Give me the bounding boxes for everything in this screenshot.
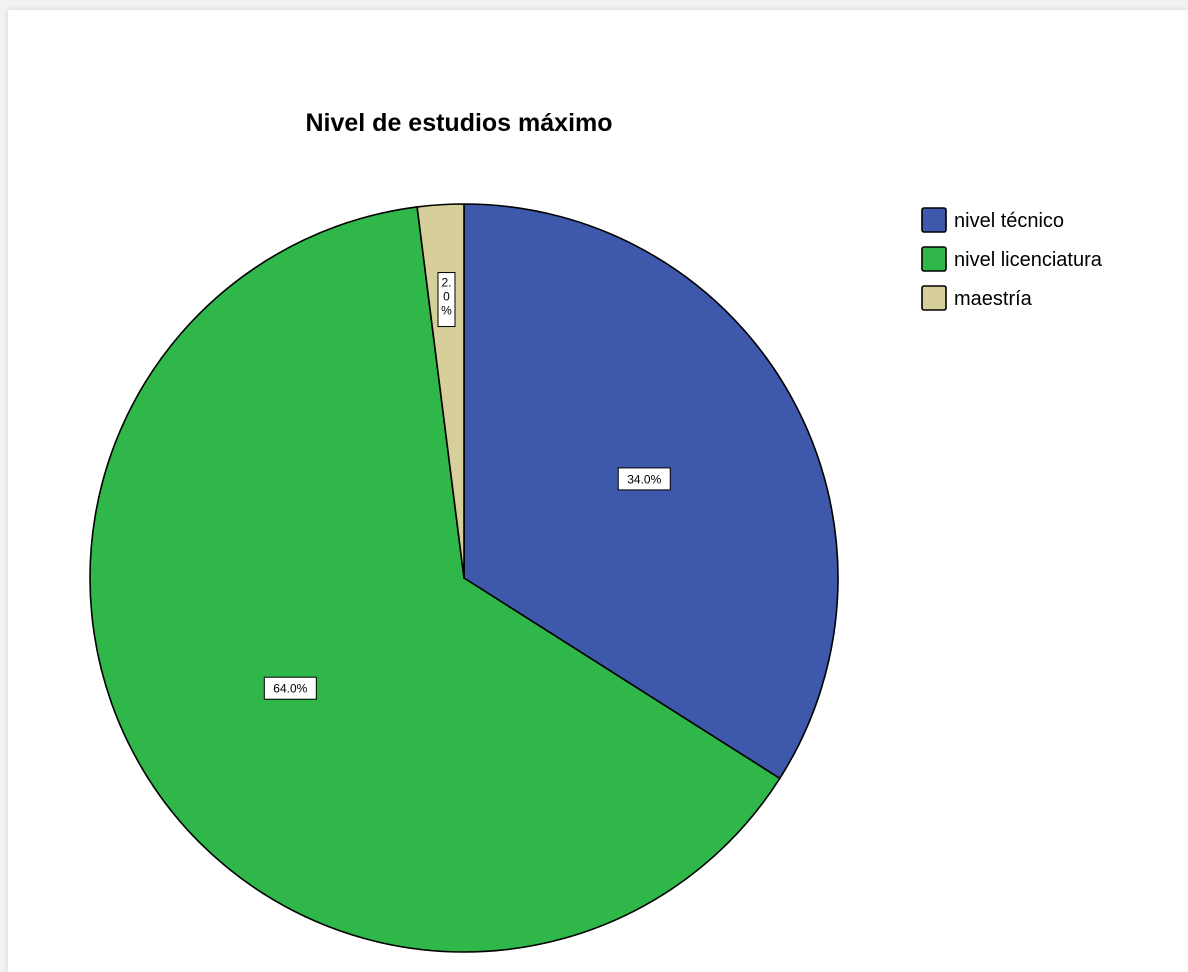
- pie-slices: [89, 203, 839, 953]
- legend-label-1: nivel técnico: [954, 210, 1064, 232]
- legend-swatch-1: [921, 207, 947, 233]
- data-label-3: 2.0%: [437, 272, 456, 328]
- data-label-text-3-2: 0: [443, 290, 450, 304]
- legend-item-2: nivel licenciatura: [921, 246, 1103, 272]
- data-label-text-3-1: 2.: [441, 276, 451, 290]
- chart-panel: Nivel de estudios máximo 34.0% 64.0% 2. 0% …: [8, 10, 1188, 972]
- legend-item-3: maestría: [921, 285, 1033, 311]
- legend-item-1: nivel técnico: [921, 207, 1064, 233]
- legend-label-2: nivel licenciatura: [954, 249, 1103, 271]
- legend-swatch-2: [921, 246, 947, 272]
- pie-slice-1: [463, 203, 839, 780]
- legend-swatch-3: [921, 285, 947, 311]
- data-label-text-1: 34.0%: [627, 472, 661, 486]
- pie-chart: Nivel de estudios máximo 34.0%64.0%2.0% …: [89, 109, 1103, 953]
- data-label-2: 64.0%: [263, 676, 317, 700]
- legend: nivel técnico nivel licenciatura maestría: [921, 207, 1103, 311]
- chart-title: Nivel de estudios máximo: [305, 109, 612, 137]
- pie-data-labels: 34.0% 64.0% 2.0%: [263, 272, 671, 700]
- legend-label-3: maestría: [954, 288, 1033, 310]
- pie-slice-2: [89, 206, 781, 953]
- data-label-text-2: 64.0%: [273, 682, 307, 696]
- data-label-1: 34.0%: [617, 467, 671, 491]
- data-label-text-3-3: %: [441, 304, 452, 318]
